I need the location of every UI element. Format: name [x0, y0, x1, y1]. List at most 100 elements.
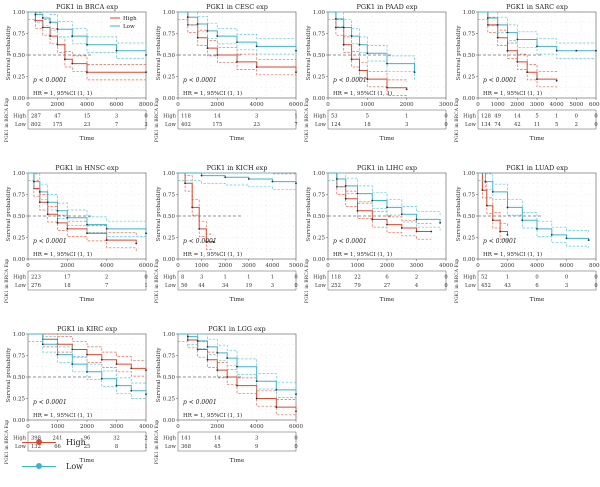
- ci-upper: [178, 11, 297, 43]
- x-tick-label: 2000: [80, 424, 94, 430]
- x-tick-label: 0: [476, 102, 480, 108]
- y-tick-label: 1.00: [13, 10, 26, 16]
- risk-side-label: PGK1 in BRCA Exp: [454, 98, 460, 143]
- series-low: [178, 11, 297, 59]
- y-tick-label: 0.75: [163, 32, 176, 38]
- y-tick-label: 0.75: [13, 32, 26, 38]
- ci-upper: [328, 11, 408, 82]
- risk-table-frame: [27, 109, 147, 130]
- ci-lower: [28, 341, 147, 402]
- risk-count: 0: [594, 122, 597, 128]
- censor-mark: [506, 234, 509, 236]
- censor-mark: [145, 232, 147, 235]
- p-value: p < 0.0001: [33, 238, 67, 245]
- panel-title: PGK1 in LUAD exp: [506, 164, 568, 172]
- series-high: [478, 11, 558, 89]
- censor-mark: [356, 192, 359, 195]
- x-tick-label: 8000: [589, 263, 600, 269]
- censor-mark: [145, 71, 147, 74]
- risk-count: 287: [31, 114, 41, 120]
- x-tick-label: 6000: [139, 263, 153, 269]
- censor-mark: [105, 228, 108, 230]
- risk-count: 22: [354, 275, 361, 281]
- censor-mark: [63, 58, 66, 61]
- censor-mark: [56, 43, 59, 46]
- y-tick-label: 0.25: [13, 397, 26, 403]
- y-tick-label: 1.00: [163, 332, 176, 338]
- x-tick-label: 4000: [100, 263, 114, 269]
- risk-count: 0: [294, 436, 297, 442]
- risk-count: 8: [181, 275, 184, 281]
- censor-mark: [46, 201, 49, 204]
- censor-mark: [130, 389, 133, 392]
- series-low: [28, 172, 147, 241]
- censor-mark: [255, 380, 258, 383]
- censor-mark: [344, 185, 347, 187]
- y-tick-label: 0.00: [163, 257, 176, 263]
- censor-mark: [130, 367, 133, 370]
- censor-mark: [71, 62, 74, 65]
- risk-count: 175: [212, 122, 222, 128]
- risk-count: 402: [181, 122, 191, 128]
- x-axis-label: Time: [530, 136, 545, 142]
- x-tick-label: 0: [326, 102, 330, 108]
- censor-mark: [247, 178, 250, 180]
- x-axis-label: Time: [80, 458, 95, 464]
- y-tick-label: 0.75: [163, 354, 176, 360]
- censor-mark: [386, 86, 388, 89]
- x-tick-label: 4000: [80, 102, 94, 108]
- risk-table-frame: [177, 270, 297, 291]
- p-value: p < 0.0001: [183, 399, 217, 406]
- x-tick-label: 0: [176, 424, 180, 430]
- survival-curve: [178, 11, 297, 51]
- x-tick-label: 0: [26, 102, 30, 108]
- censor-mark: [196, 348, 199, 351]
- risk-count: 0: [444, 122, 447, 128]
- series-low: [28, 333, 147, 402]
- y-tick-label: 1.00: [163, 171, 176, 177]
- risk-row-name: High: [163, 275, 177, 281]
- risk-count: 132: [31, 444, 41, 450]
- hazard-ratio: HR = 1, 95%CI (1, 1): [33, 90, 92, 97]
- survival-curve: [478, 11, 558, 81]
- series-low: [178, 172, 297, 192]
- y-tick-label: 0.75: [463, 32, 476, 38]
- p-value: p < 0.0001: [33, 399, 67, 406]
- censor-mark: [49, 35, 52, 37]
- y-tick-label: 1.00: [463, 10, 476, 16]
- censor-mark: [216, 352, 219, 354]
- risk-count: 27: [384, 283, 391, 289]
- censor-mark: [595, 49, 597, 52]
- ci-upper: [478, 172, 589, 233]
- risk-count: 52: [481, 275, 488, 281]
- y-tick-label: 1.00: [313, 171, 326, 177]
- risk-count: 0: [535, 275, 538, 281]
- p-value: p < 0.0001: [483, 77, 517, 84]
- ci-lower: [178, 19, 297, 80]
- censor-mark: [575, 49, 578, 52]
- x-tick-label: 6000: [560, 263, 574, 269]
- series-low: [478, 11, 597, 59]
- y-tick-label: 0.00: [13, 418, 26, 424]
- censor-mark: [38, 191, 41, 193]
- p-value: p < 0.0001: [333, 77, 367, 84]
- risk-table-frame: [177, 431, 297, 452]
- risk-table-frame: [27, 270, 147, 291]
- censor-mark: [205, 240, 208, 243]
- risk-count: 3: [144, 122, 147, 128]
- grid: [178, 173, 296, 259]
- survival-curve: [478, 172, 508, 235]
- y-tick-label: 0.50: [163, 375, 176, 381]
- km-panel-9: PGK1 in KIRC exp 0.00 0.25 0.50 0.75 1.00 0 100…: [4, 325, 153, 464]
- risk-count: 23: [253, 122, 260, 128]
- x-tick-label: 1000: [491, 102, 505, 108]
- censor-mark: [226, 376, 229, 378]
- panel-title: PGK1 in HNSC exp: [55, 164, 118, 172]
- risk-count: 56: [181, 283, 188, 289]
- censor-mark: [212, 240, 215, 243]
- censor-mark: [33, 180, 35, 183]
- risk-row-name: High: [313, 114, 327, 120]
- risk-count: 1: [144, 283, 147, 289]
- ci-lower: [28, 19, 146, 81]
- y-axis-label: Survival probability: [306, 186, 312, 242]
